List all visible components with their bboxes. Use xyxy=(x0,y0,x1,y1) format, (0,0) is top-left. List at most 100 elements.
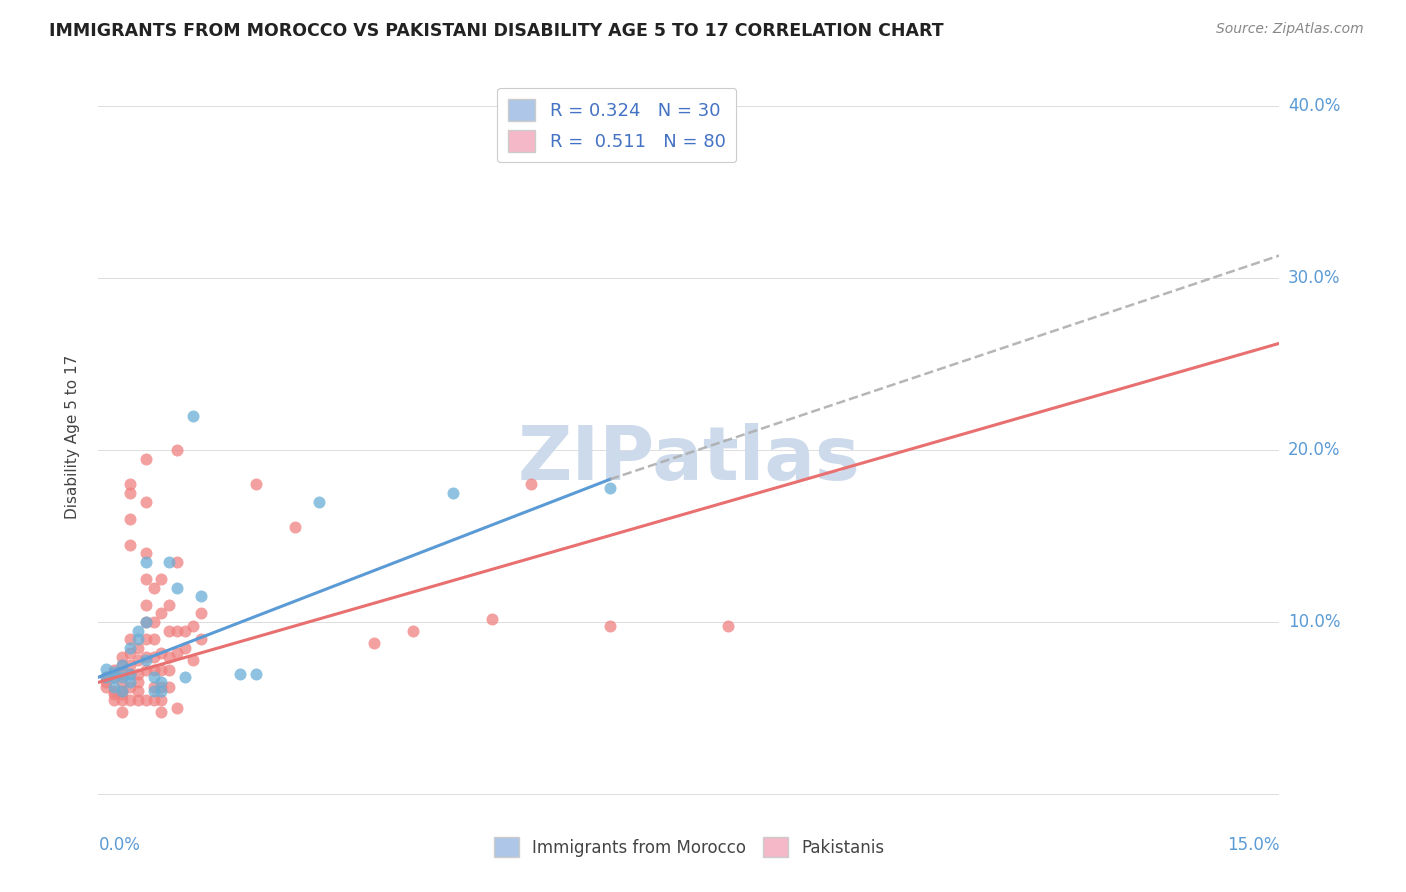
Point xyxy=(599,481,621,495)
Point xyxy=(190,632,212,647)
Point xyxy=(181,409,204,423)
Point xyxy=(150,692,173,706)
Point xyxy=(135,653,157,667)
Legend: Immigrants from Morocco, Pakistanis: Immigrants from Morocco, Pakistanis xyxy=(486,830,891,864)
Point xyxy=(135,692,157,706)
Point xyxy=(229,666,252,681)
Point xyxy=(157,681,180,695)
Point xyxy=(135,615,157,629)
Point xyxy=(174,624,197,638)
Point xyxy=(150,675,173,690)
Point xyxy=(127,632,149,647)
Point xyxy=(111,658,134,673)
Point xyxy=(96,670,118,684)
Point xyxy=(111,687,134,701)
Point xyxy=(103,681,125,695)
Point xyxy=(111,666,134,681)
Point xyxy=(118,666,141,681)
Point xyxy=(111,684,134,698)
Point xyxy=(103,663,125,677)
Point xyxy=(111,649,134,664)
Point xyxy=(103,687,125,701)
Point xyxy=(245,477,267,491)
Point xyxy=(142,692,165,706)
Point xyxy=(118,681,141,695)
Point xyxy=(166,555,188,569)
Point xyxy=(111,705,134,719)
Point xyxy=(150,681,173,695)
Point xyxy=(135,632,157,647)
Point xyxy=(166,442,188,457)
Point xyxy=(481,612,503,626)
Point xyxy=(142,649,165,664)
Point xyxy=(135,555,157,569)
Point xyxy=(157,663,180,677)
Point xyxy=(111,675,134,690)
Point xyxy=(166,581,188,595)
Point xyxy=(166,646,188,660)
Point xyxy=(135,649,157,664)
Point xyxy=(118,632,141,647)
Point xyxy=(127,666,149,681)
Point xyxy=(284,520,307,534)
Point xyxy=(174,670,197,684)
Point xyxy=(118,646,141,660)
Point xyxy=(111,692,134,706)
Point xyxy=(142,632,165,647)
Point xyxy=(245,666,267,681)
Point xyxy=(111,670,134,684)
Point xyxy=(402,624,425,638)
Text: 20.0%: 20.0% xyxy=(1288,441,1340,459)
Point xyxy=(190,589,212,603)
Point xyxy=(135,494,157,508)
Point xyxy=(103,670,125,684)
Point xyxy=(166,624,188,638)
Point xyxy=(142,581,165,595)
Point xyxy=(150,684,173,698)
Point xyxy=(717,618,740,632)
Point xyxy=(127,675,149,690)
Point xyxy=(157,649,180,664)
Point xyxy=(520,477,543,491)
Point xyxy=(150,572,173,586)
Point xyxy=(127,624,149,638)
Point xyxy=(96,675,118,690)
Point xyxy=(135,451,157,466)
Y-axis label: Disability Age 5 to 17: Disability Age 5 to 17 xyxy=(65,355,80,519)
Text: 0.0%: 0.0% xyxy=(98,836,141,855)
Text: 15.0%: 15.0% xyxy=(1227,836,1279,855)
Point xyxy=(181,653,204,667)
Point xyxy=(157,624,180,638)
Point xyxy=(150,607,173,621)
Point xyxy=(127,692,149,706)
Point xyxy=(118,692,141,706)
Point xyxy=(142,615,165,629)
Point xyxy=(118,486,141,500)
Text: Source: ZipAtlas.com: Source: ZipAtlas.com xyxy=(1216,22,1364,37)
Text: ZIPatlas: ZIPatlas xyxy=(517,423,860,496)
Point xyxy=(118,658,141,673)
Point xyxy=(142,684,165,698)
Point xyxy=(103,684,125,698)
Point xyxy=(142,670,165,684)
Point xyxy=(118,512,141,526)
Text: IMMIGRANTS FROM MOROCCO VS PAKISTANI DISABILITY AGE 5 TO 17 CORRELATION CHART: IMMIGRANTS FROM MOROCCO VS PAKISTANI DIS… xyxy=(49,22,943,40)
Point xyxy=(181,618,204,632)
Point xyxy=(308,494,330,508)
Point xyxy=(127,640,149,655)
Point xyxy=(111,658,134,673)
Point xyxy=(135,663,157,677)
Point xyxy=(127,653,149,667)
Point xyxy=(157,555,180,569)
Point xyxy=(111,684,134,698)
Point xyxy=(103,665,125,679)
Point xyxy=(118,675,141,690)
Point xyxy=(135,572,157,586)
Point xyxy=(118,538,141,552)
Text: 30.0%: 30.0% xyxy=(1288,268,1340,287)
Point xyxy=(599,618,621,632)
Point xyxy=(150,705,173,719)
Point xyxy=(96,670,118,684)
Point xyxy=(127,684,149,698)
Point xyxy=(118,666,141,681)
